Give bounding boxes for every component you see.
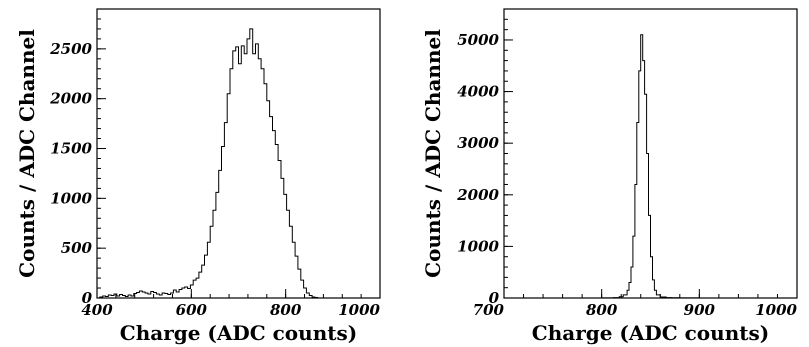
right-y-tick-label: 4000 bbox=[457, 83, 499, 101]
left-y-tick-label: 1500 bbox=[50, 140, 92, 158]
left-histogram-panel: 400 600 800 1000 0 500 1000 1500 2000 2500 Charge… bbox=[15, 8, 381, 345]
left-histogram-line bbox=[97, 28, 321, 299]
right-x-tick-label: 900 bbox=[684, 301, 716, 319]
right-x-tick-label: 800 bbox=[586, 301, 618, 319]
left-y-tick-label: 500 bbox=[61, 239, 93, 257]
left-y-tick-label: 1000 bbox=[50, 189, 92, 207]
right-x-tick-label: 700 bbox=[473, 301, 505, 319]
left-x-tick-label: 800 bbox=[270, 301, 302, 319]
right-histogram-line bbox=[504, 34, 797, 299]
left-y-tick-label: 0 bbox=[82, 289, 93, 307]
left-axis-ticks: 400 600 800 1000 0 500 1000 1500 2000 2500 bbox=[49, 8, 381, 319]
right-y-tick-label: 2000 bbox=[456, 186, 499, 204]
left-y-tick-label: 2500 bbox=[49, 40, 92, 58]
right-x-axis-title: Charge (ADC counts) bbox=[532, 321, 769, 345]
right-y-tick-label: 5000 bbox=[457, 31, 499, 49]
right-axis-ticks: 700 800 900 1000 0 1000 2000 3000 4000 5000 bbox=[456, 8, 798, 319]
left-x-axis-title: Charge (ADC counts) bbox=[120, 321, 357, 345]
left-y-axis-title: Counts / ADC Channel bbox=[15, 29, 39, 278]
left-x-tick-label: 1000 bbox=[338, 301, 380, 319]
right-x-tick-label: 1000 bbox=[755, 301, 797, 319]
right-y-tick-label: 0 bbox=[489, 289, 500, 307]
left-x-tick-label: 400 bbox=[81, 301, 113, 319]
right-y-axis-title: Counts / ADC Channel bbox=[421, 29, 445, 278]
left-plot-frame bbox=[96, 8, 381, 299]
left-x-tick-label: 600 bbox=[176, 301, 208, 319]
right-y-tick-label: 3000 bbox=[457, 134, 499, 152]
right-histogram-panel: 700 800 900 1000 0 1000 2000 3000 4000 5000 Charg… bbox=[421, 8, 798, 345]
left-y-tick-label: 2000 bbox=[49, 90, 92, 108]
right-y-tick-label: 1000 bbox=[457, 237, 499, 255]
